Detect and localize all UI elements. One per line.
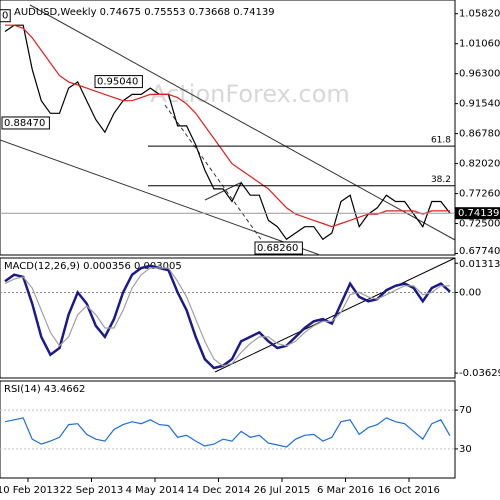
channel-line bbox=[29, 4, 456, 241]
watermark: ActionForex.com bbox=[150, 80, 350, 108]
x-tick-label: 4 May 2014 bbox=[126, 485, 185, 496]
macd-panel bbox=[0, 257, 456, 379]
y-tick-label: 0.77260 bbox=[459, 189, 500, 200]
fib-label: 61.8 bbox=[431, 136, 451, 146]
price-label: 0.95040 bbox=[97, 77, 138, 88]
price-label-box bbox=[1, 116, 50, 130]
chart-title: AUDUSD,Weekly 0.74675 0.75553 0.73668 0.… bbox=[14, 7, 275, 18]
y-tick-label: 1.01060 bbox=[459, 39, 500, 50]
x-tick-label: 6 Mar 2016 bbox=[317, 485, 374, 496]
y-tick-label: 1.05820 bbox=[459, 9, 500, 20]
x-tick-label: 22 Sep 2013 bbox=[60, 485, 123, 496]
x-tick-label: 16 Oct 2016 bbox=[378, 485, 440, 496]
y-tick-label: 0.91540 bbox=[459, 99, 500, 110]
x-tick-label: 10 Feb 2013 bbox=[0, 485, 59, 496]
current-price-label: 0.74139 bbox=[458, 208, 499, 219]
price-label-box bbox=[94, 75, 143, 89]
y-tick-label: 70 bbox=[459, 405, 472, 416]
y-tick-label: 0.86780 bbox=[459, 129, 500, 140]
series-line bbox=[4, 24, 451, 241]
current-price-box bbox=[455, 207, 500, 220]
fib-label: 38.2 bbox=[431, 175, 451, 185]
trend-line bbox=[164, 104, 266, 246]
y-tick-label: 0.72500 bbox=[459, 219, 500, 230]
x-tick-label: 14 Dec 2014 bbox=[187, 485, 251, 496]
y-tick-label: 0.67740 bbox=[459, 246, 500, 257]
price-label: 0 bbox=[2, 11, 8, 22]
macd-title: MACD(12,26,9) 0.000356 0.003005 bbox=[4, 261, 182, 272]
rsi-title: RSI(14) 43.4662 bbox=[4, 384, 85, 395]
y-tick-label: 0.013131 bbox=[459, 259, 500, 270]
price-label-box bbox=[0, 9, 11, 23]
price-label-box bbox=[254, 241, 303, 255]
series-line bbox=[5, 24, 450, 228]
price-panel bbox=[0, 0, 456, 256]
rsi-panel bbox=[0, 380, 456, 479]
price-label: 0.68260 bbox=[257, 243, 298, 254]
series-line bbox=[4, 267, 450, 367]
y-tick-label: 0.00 bbox=[459, 287, 481, 298]
price-label: 0.88470 bbox=[4, 118, 45, 129]
series-line bbox=[4, 417, 451, 448]
y-tick-label: 30 bbox=[459, 444, 472, 455]
y-tick-label: -0.03629 bbox=[459, 368, 500, 379]
y-tick-label: 0.96300 bbox=[459, 69, 500, 80]
channel-line bbox=[0, 139, 321, 256]
series-line bbox=[4, 264, 451, 370]
y-tick-label: 0.82020 bbox=[459, 159, 500, 170]
x-tick-label: 26 Jul 2015 bbox=[254, 485, 311, 496]
